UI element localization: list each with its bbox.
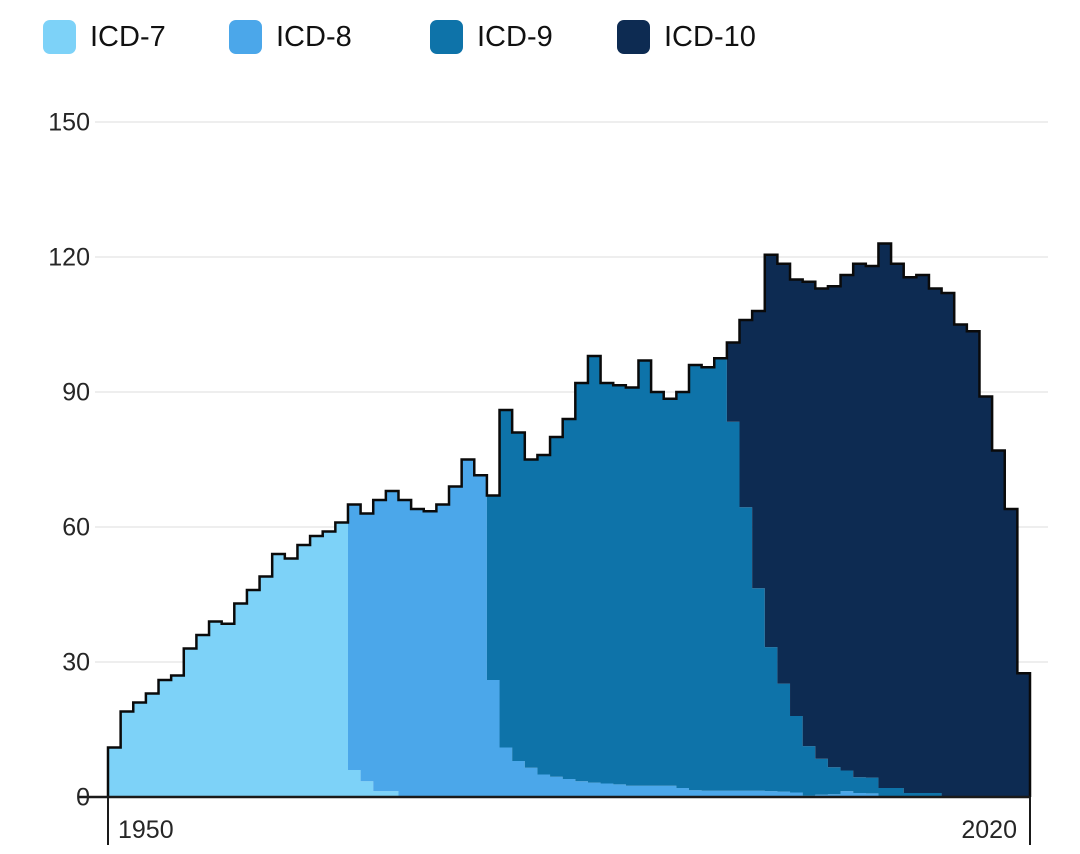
area-icd-7: [108, 522, 1030, 797]
legend-label-icd10: ICD-10: [664, 21, 756, 53]
total-outline: [106, 242, 1032, 797]
legend-label-icd7: ICD-7: [90, 21, 166, 53]
legend-item-icd7: ICD-7: [43, 20, 166, 54]
legend-item-icd10: ICD-10: [617, 20, 756, 54]
legend-item-icd8: ICD-8: [229, 20, 352, 54]
legend-swatch-icd9: [430, 20, 463, 54]
y-tick-label-90: 90: [62, 379, 90, 407]
legend-swatch-icd8: [229, 20, 262, 54]
y-tick-label-150: 150: [48, 109, 90, 137]
y-tick-label-30: 30: [62, 649, 90, 677]
legend-item-icd9: ICD-9: [430, 20, 553, 54]
chart-legend: ICD-7 ICD-8 ICD-9 ICD-10: [0, 20, 1080, 60]
area-icd-10: [108, 243, 1030, 797]
y-tick-label-60: 60: [62, 514, 90, 542]
x-tick-label-end: 2020: [961, 816, 1017, 844]
x-tick-label-start: 1950: [118, 816, 174, 844]
area-icd-9: [108, 356, 1030, 797]
legend-swatch-icd7: [43, 20, 76, 54]
y-tick-label-0: 0: [76, 784, 90, 812]
legend-label-icd8: ICD-8: [276, 21, 352, 53]
y-tick-label-120: 120: [48, 244, 90, 272]
legend-label-icd9: ICD-9: [477, 21, 553, 53]
legend-swatch-icd10: [617, 20, 650, 54]
